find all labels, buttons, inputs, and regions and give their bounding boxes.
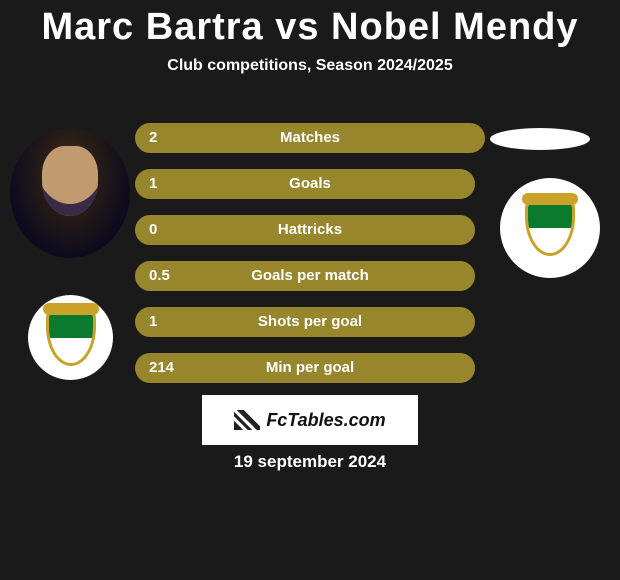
stat-label: Goals [135, 169, 485, 199]
brand-text: FcTables.com [266, 410, 385, 431]
date-text: 19 september 2024 [0, 452, 620, 472]
stat-row: 0Hattricks [135, 215, 485, 245]
player-right-club-crest [500, 178, 600, 278]
stat-label: Hattricks [135, 215, 485, 245]
stat-row: 1Shots per goal [135, 307, 485, 337]
stat-row: 1Goals [135, 169, 485, 199]
fctables-logo-icon [234, 410, 260, 430]
player-left-avatar [10, 128, 130, 258]
subtitle: Club competitions, Season 2024/2025 [0, 57, 620, 75]
stat-label: Shots per goal [135, 307, 485, 337]
player-left-club-crest [28, 295, 113, 380]
stats-bar-chart: 2Matches 1Goals 0Hattricks 0.5Goals per mat… [135, 123, 485, 399]
stat-row: 0.5Goals per match [135, 261, 485, 291]
stat-label: Matches [135, 123, 485, 153]
player-right-avatar [490, 128, 590, 150]
brand-footer[interactable]: FcTables.com [202, 395, 418, 445]
stat-row: 2Matches [135, 123, 485, 153]
stat-label: Min per goal [135, 353, 485, 383]
page-title: Marc Bartra vs Nobel Mendy [0, 0, 620, 49]
betis-shield-icon [525, 200, 575, 256]
stat-label: Goals per match [135, 261, 485, 291]
betis-shield-icon [46, 310, 96, 366]
stat-row: 214Min per goal [135, 353, 485, 383]
